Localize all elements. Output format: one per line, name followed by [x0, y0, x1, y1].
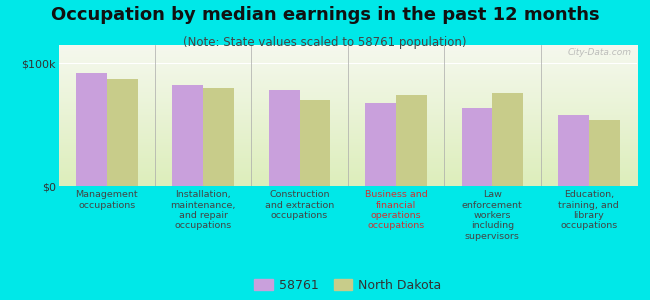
Bar: [589, 120, 619, 186]
Bar: [300, 100, 330, 186]
Text: City-Data.com: City-Data.com: [567, 48, 631, 57]
Bar: [268, 90, 300, 186]
Text: Occupation by median earnings in the past 12 months: Occupation by median earnings in the pas…: [51, 6, 599, 24]
Bar: [107, 79, 138, 186]
Text: (Note: State values scaled to 58761 population): (Note: State values scaled to 58761 popu…: [183, 36, 467, 49]
Legend: 58761, North Dakota: 58761, North Dakota: [249, 274, 447, 297]
Bar: [365, 103, 396, 186]
Bar: [76, 73, 107, 186]
Bar: [203, 88, 234, 186]
Bar: [462, 107, 492, 186]
Bar: [396, 95, 427, 186]
Bar: [172, 85, 203, 186]
Bar: [558, 115, 589, 186]
Bar: [493, 93, 523, 186]
